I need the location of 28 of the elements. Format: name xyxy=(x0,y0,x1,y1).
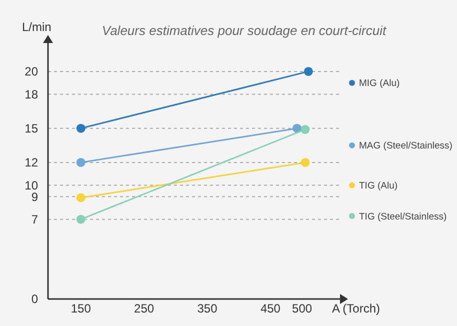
legend-label: TIG (Alu) xyxy=(359,180,398,192)
point xyxy=(304,66,313,76)
chart-title: Valeurs estimatives pour soudage en court-circuit xyxy=(102,23,388,38)
legend-label: MIG (Alu) xyxy=(359,78,400,90)
y-tick-label: 10 xyxy=(24,178,38,192)
point xyxy=(292,124,302,133)
x-tick-label: 500 xyxy=(292,302,312,316)
y-tick-label: 9 xyxy=(31,190,38,204)
y-axis-title: L/min xyxy=(22,20,52,34)
y-tick-label: 7 xyxy=(31,212,38,227)
point xyxy=(300,158,310,167)
x-tick-label: 450 xyxy=(260,302,281,316)
legend-label: MAG (Steel/Stainless) xyxy=(359,140,452,152)
point xyxy=(76,124,86,133)
y-tick-label: 12 xyxy=(24,156,38,170)
point xyxy=(76,158,86,167)
point xyxy=(76,193,86,202)
x-axis-title: A (Torch) xyxy=(332,302,380,316)
point xyxy=(300,124,310,134)
y-tick-label: 0 xyxy=(31,292,38,306)
legend-label: TIG (Steel/Stainless) xyxy=(359,211,447,222)
x-tick-label: 350 xyxy=(197,302,218,316)
y-tick-label: 20 xyxy=(24,64,38,79)
y-tick-label: 18 xyxy=(24,87,38,102)
y-tick-label: 15 xyxy=(24,122,38,136)
x-tick-label: 150 xyxy=(70,302,92,316)
x-tick-label: 250 xyxy=(134,302,154,316)
point xyxy=(76,214,86,224)
